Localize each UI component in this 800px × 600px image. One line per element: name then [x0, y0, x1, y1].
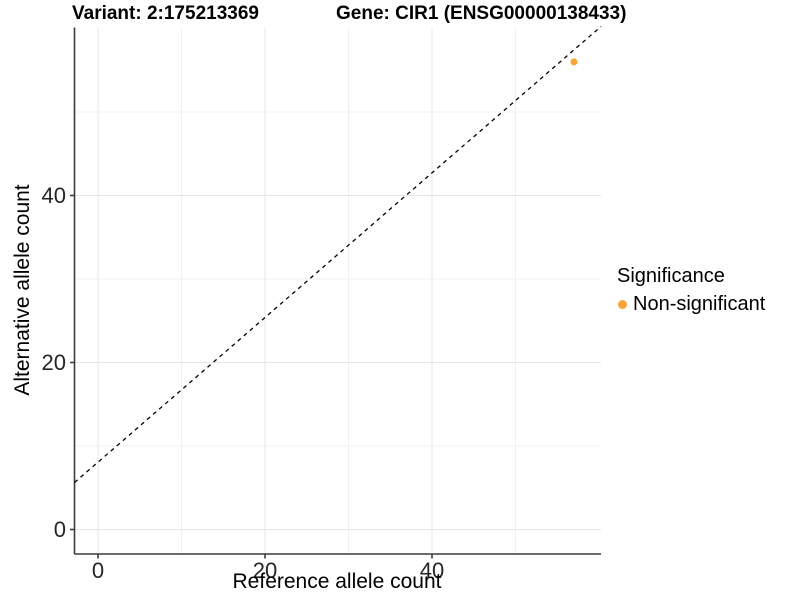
variant-title: Variant: 2:175213369 — [72, 3, 259, 24]
x-tick-label: 0 — [91, 558, 105, 583]
y-tick-label: 40 — [41, 182, 66, 208]
x-axis-label: Reference allele count — [232, 570, 442, 593]
y-tick-label: 0 — [53, 516, 66, 542]
y-tick-label: 20 — [41, 349, 66, 375]
x-tick-label: 20 — [252, 558, 278, 583]
y-axis-label: Alternative allele count — [11, 184, 34, 396]
legend-key-dot-icon — [618, 299, 627, 309]
x-tick-label: 40 — [419, 558, 445, 583]
gene-title: Gene: CIR1 (ENSG00000138433) — [336, 3, 627, 24]
data-point — [570, 58, 578, 66]
legend-item-non-significant: Non-significant — [617, 291, 765, 317]
legend-item-label: Non-significant — [633, 293, 766, 315]
legend: Significance Non-significant — [617, 264, 765, 317]
identity-line — [74, 26, 602, 483]
legend-title: Significance — [617, 265, 725, 287]
